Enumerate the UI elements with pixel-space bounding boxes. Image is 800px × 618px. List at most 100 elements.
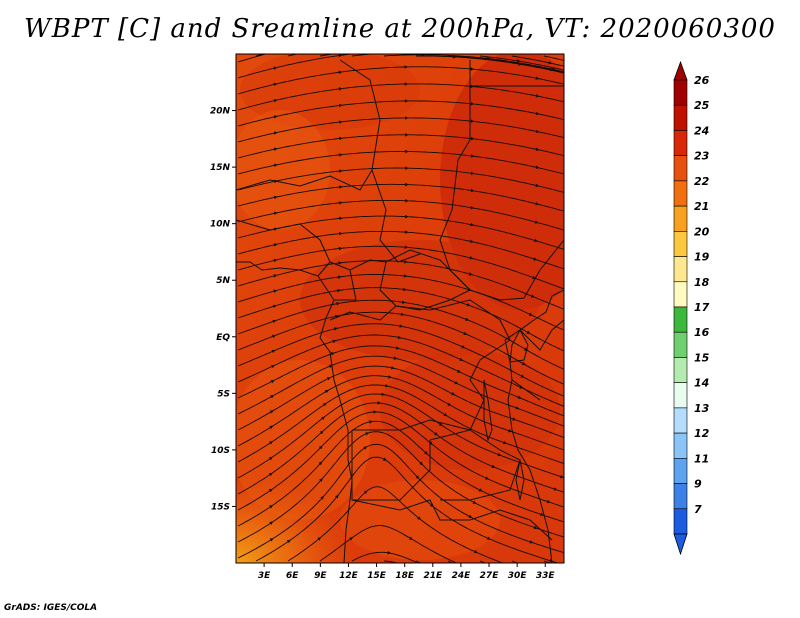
lake-victoria <box>504 329 529 363</box>
streamline <box>255 54 265 57</box>
streamline <box>237 355 564 427</box>
colorbar-swatch <box>673 205 688 232</box>
streamline <box>237 167 564 193</box>
colorbar-swatch <box>673 432 688 459</box>
colorbar-swatch <box>673 483 688 510</box>
lon-label: 12E <box>339 571 359 581</box>
streamline <box>287 486 504 563</box>
colorbar-swatch <box>673 407 688 434</box>
colorbar-swatch <box>673 281 688 308</box>
lake-tanganyika <box>483 379 493 442</box>
colorbar-label: 16 <box>694 326 710 339</box>
streamline <box>319 525 458 563</box>
streamline <box>237 393 564 479</box>
streamline <box>479 55 564 71</box>
border-namibia <box>351 499 553 541</box>
lat-label: 10N <box>210 220 231 230</box>
colorbar-swatch <box>673 104 688 131</box>
streamline <box>511 560 520 563</box>
streamline <box>237 345 564 417</box>
streamline <box>237 334 564 407</box>
border-sudan <box>439 60 525 301</box>
streamline <box>237 375 564 451</box>
colorbar-label: 23 <box>694 150 710 163</box>
colorbar-label: 25 <box>694 99 710 112</box>
colorbar-swatch <box>673 256 688 283</box>
colorbar-label: 13 <box>694 402 710 415</box>
colorbar-swatch <box>673 79 688 106</box>
colorbar-top-arrow <box>673 60 688 81</box>
lat-label: 20N <box>210 107 231 117</box>
colorbar-swatch <box>673 458 688 484</box>
colorbar-label: 17 <box>694 301 710 314</box>
lon-label: 30E <box>508 571 528 581</box>
wbpt-field <box>236 54 564 563</box>
streamline <box>511 55 564 67</box>
chart-title: WBPT [C] and Sreamline at 200hPa, VT: 20… <box>24 14 776 44</box>
colorbar-label: 7 <box>694 503 702 516</box>
lat-label: EQ <box>216 333 230 343</box>
lat-label: 5N <box>216 276 230 286</box>
lat-label: 5S <box>217 389 230 399</box>
streamline <box>237 100 564 127</box>
border-nigeria <box>236 219 331 277</box>
border-zambia <box>429 429 521 501</box>
field-low-w <box>236 110 330 230</box>
streamline <box>237 384 564 465</box>
colorbar-label: 20 <box>694 225 710 238</box>
border-cameroon <box>329 259 387 301</box>
streamline <box>237 66 564 95</box>
colorbar-swatch <box>673 508 688 535</box>
colorbar-swatch <box>673 331 688 358</box>
east-africa-coast <box>507 289 564 563</box>
streamline <box>237 183 564 212</box>
streamline <box>237 134 564 159</box>
map-frame <box>235 53 565 564</box>
field-high-central <box>300 240 540 360</box>
streamline <box>237 431 564 543</box>
colorbar-swatch <box>673 357 688 383</box>
streamline <box>237 365 564 438</box>
border-congo <box>329 299 511 431</box>
border-kenya-tz <box>511 319 564 401</box>
streamline <box>237 311 564 385</box>
streamline <box>416 55 564 74</box>
lon-label: 18E <box>395 571 415 581</box>
colorbar-label: 24 <box>694 124 709 137</box>
colorbar-bottom-arrow <box>673 533 688 556</box>
lon-label: 21E <box>423 571 443 581</box>
lon-label: 3E <box>258 571 271 581</box>
colorbar-swatch <box>673 306 688 333</box>
colorbar-swatch <box>673 231 688 257</box>
streamline <box>237 245 564 290</box>
lon-label: 15E <box>367 571 387 581</box>
lon-label: 33E <box>536 571 556 581</box>
streamline <box>255 456 560 563</box>
colorbar-swatch <box>673 155 688 182</box>
lake-malawi <box>515 459 525 501</box>
streamline <box>383 560 400 563</box>
colorbar-label: 12 <box>694 427 710 440</box>
colorbar-label: 26 <box>694 74 710 87</box>
grads-credit: GrADS: IGES/COLA <box>4 603 98 613</box>
colorbar-swatch <box>673 130 688 156</box>
colorbar-label: 21 <box>694 200 709 213</box>
border-chad <box>339 59 421 263</box>
streamline <box>383 54 564 73</box>
streamline <box>237 260 564 310</box>
lat-label: 10S <box>211 446 230 456</box>
streamline <box>543 55 564 61</box>
colorbar-label: 18 <box>694 276 710 289</box>
streamline <box>237 199 564 231</box>
streamline <box>237 420 564 527</box>
colorbar-label: 9 <box>694 478 702 491</box>
colorbar-swatch <box>673 180 688 207</box>
lat-label: 15N <box>210 163 231 173</box>
coastlines <box>236 59 564 563</box>
streamline <box>237 83 564 111</box>
streamline <box>237 411 564 511</box>
border-car <box>379 249 471 311</box>
border-angola <box>351 430 431 501</box>
streamline <box>351 551 420 563</box>
